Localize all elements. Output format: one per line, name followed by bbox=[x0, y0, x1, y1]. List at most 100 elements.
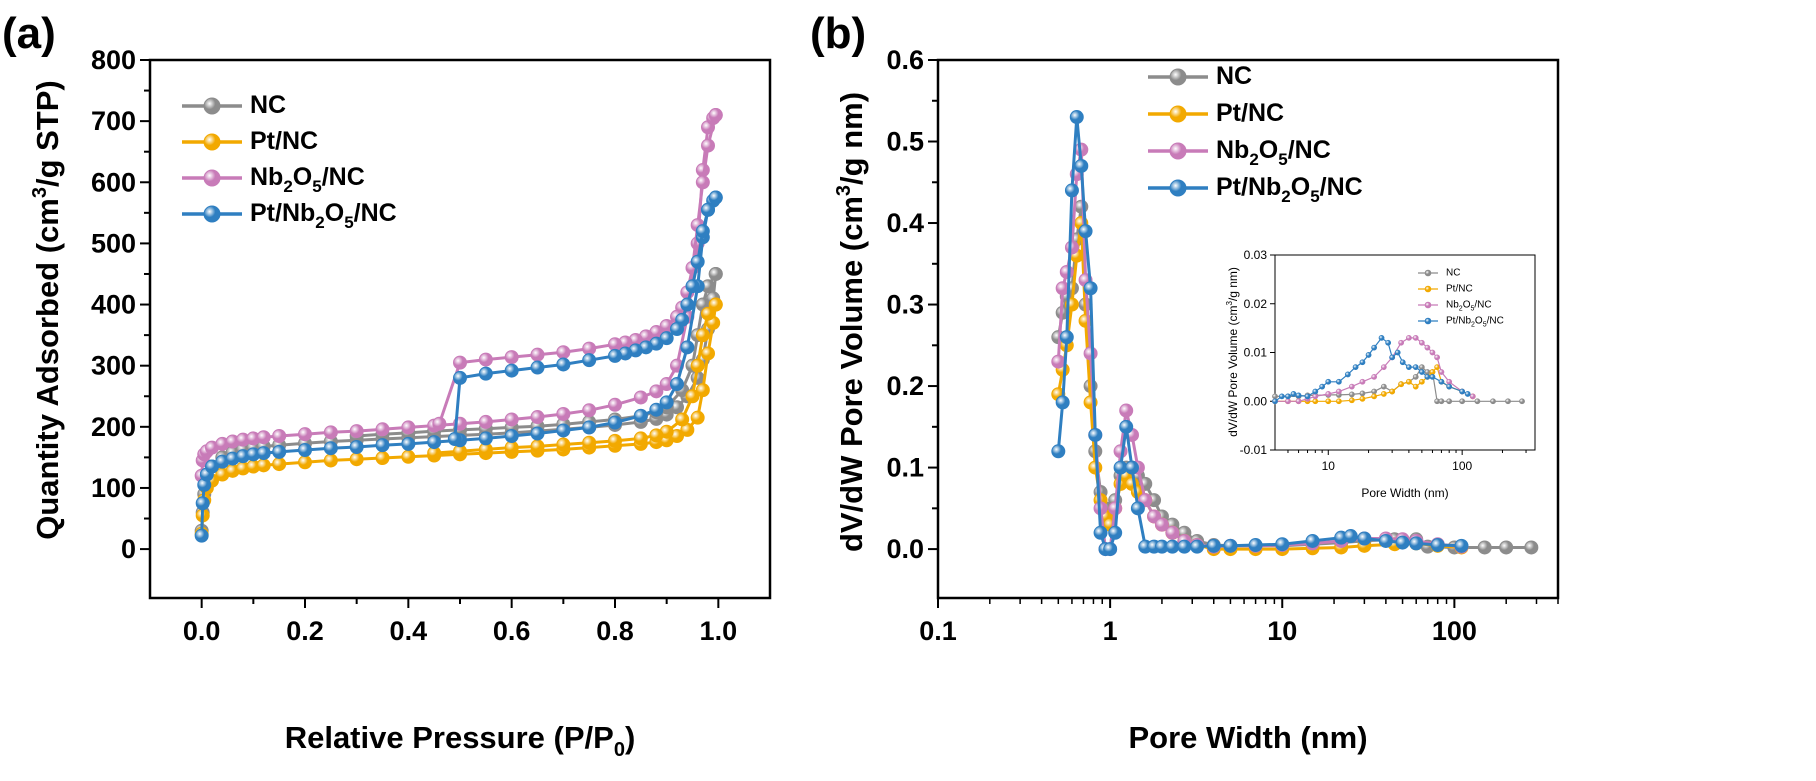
inset-legend-label-part: Pt/NC bbox=[1446, 284, 1473, 295]
inset-legend-label-part: O bbox=[1463, 300, 1471, 311]
panel-a-des-point-nb2o5-nc bbox=[608, 337, 622, 352]
inset-point-pt-nb2o5-nc bbox=[1352, 364, 1359, 371]
panel-a-legend-label-part: NC bbox=[250, 91, 286, 119]
panel-a-ads-point-nb2o5-nc bbox=[349, 424, 364, 439]
panel-a-ads-point-pt-nb2o5-nc bbox=[272, 444, 287, 459]
panel-a-des-point-pt-nb2o5-nc bbox=[701, 202, 715, 217]
panel-b-ylabel-sup: 3 bbox=[833, 185, 855, 196]
panel-b-ticks: 0.1 1 10 100 0.0 0.1 0.2 0.3 0.4 0.5 0.6 bbox=[886, 45, 1559, 646]
inset-x-tick-label: 10 bbox=[1322, 459, 1336, 473]
inset-legend-label-pt-nc: Pt/NC bbox=[1446, 284, 1473, 295]
panel-a-des-point-pt-nc bbox=[649, 428, 664, 443]
panel-b-point-pt-nb2o5-nc bbox=[1051, 444, 1066, 459]
inset-point-pt-nb2o5-nc bbox=[1295, 392, 1302, 399]
panel-b-point-pt-nb2o5-nc bbox=[1409, 536, 1424, 551]
panel-b-y-tick-label: 0.5 bbox=[886, 127, 924, 157]
inset-point-pt-nc bbox=[1389, 388, 1396, 395]
panel-a-plot bbox=[194, 108, 723, 543]
panel-a-ads-point-nb2o5-nc bbox=[530, 410, 545, 425]
inset-point-pt-nc bbox=[1348, 397, 1355, 404]
inset-legend-label-part: /NC bbox=[1474, 300, 1491, 311]
inset-ylabel-sup: 3 bbox=[1225, 301, 1234, 306]
panel-a-legend-marker-nb2o5-nc bbox=[203, 169, 221, 187]
inset-point-nc bbox=[1412, 373, 1419, 380]
panel-b-point-pt-nb2o5-nc bbox=[1343, 529, 1358, 544]
inset-point-nb2o5-nc bbox=[1434, 354, 1441, 361]
inset-point-pt-nb2o5-nc bbox=[1359, 359, 1366, 366]
inset-point-nc bbox=[1438, 398, 1445, 405]
panel-a-des-point-nb2o5-nc bbox=[504, 350, 519, 365]
panel-a-des-point-nb2o5-nc bbox=[701, 138, 715, 153]
inset-point-pt-nc bbox=[1405, 378, 1412, 385]
panel-b-legend-label-part: O bbox=[1291, 173, 1310, 201]
panel-b-x-tick-label: 100 bbox=[1432, 616, 1477, 646]
panel-b-legend-label-nb2o5-nc: Nb2O5/NC bbox=[1216, 136, 1331, 169]
panel-a-legend-label-part: Pt/Nb bbox=[250, 199, 315, 227]
inset-point-nc bbox=[1446, 398, 1453, 405]
panel-b-y-tick-label: 0.4 bbox=[886, 208, 924, 238]
panel-a-x-tick-label: 0.4 bbox=[390, 616, 428, 646]
panel-b-label: (b) bbox=[810, 9, 866, 58]
panel-a-ads-point-pt-nc bbox=[323, 453, 338, 468]
panel-b-frame bbox=[936, 58, 1560, 600]
panel-b-point-pt-nb2o5-nc bbox=[1069, 110, 1084, 125]
inset-x-tick-label: 100 bbox=[1452, 459, 1472, 473]
panel-a-series-nb2o5-nc bbox=[194, 108, 723, 483]
panel-b-y-tick-label: 0.3 bbox=[886, 290, 924, 320]
inset-legend-label-part: 2 bbox=[1471, 321, 1475, 328]
inset-point-pt-nb2o5-nc bbox=[1304, 393, 1311, 400]
panel-b-point-nb2o5-nc bbox=[1059, 264, 1074, 279]
panel-b-point-pt-nb2o5-nc bbox=[1103, 542, 1118, 557]
inset-point-nb2o5-nc bbox=[1418, 339, 1425, 346]
panel-a-legend-label-part: 2 bbox=[315, 213, 324, 232]
panel-a-des-point-pt-nb2o5-nc bbox=[708, 190, 723, 205]
panel-b-point-pt-nb2o5-nc bbox=[1108, 525, 1123, 540]
panel-a-ads-point-pt-nc bbox=[349, 452, 364, 467]
panel-a-des-point-pt-nb2o5-nc bbox=[504, 363, 519, 378]
panel-b-point-nb2o5-nc bbox=[1119, 403, 1134, 418]
inset-point-pt-nb2o5-nc bbox=[1394, 349, 1401, 356]
inset-legend-marker-pt-nc bbox=[1424, 285, 1432, 293]
panel-a-des-point-pt-nb2o5-nc bbox=[680, 297, 695, 312]
panel-a-des-point-nb2o5-nc bbox=[582, 341, 597, 356]
panel-b-point-pt-nb2o5-nc bbox=[1357, 531, 1372, 546]
panel-a-ads-point-nb2o5-nc bbox=[633, 390, 648, 405]
panel-a-ads-point-nb2o5-nc bbox=[478, 414, 493, 429]
panel-a-des-point-pt-nb2o5-nc bbox=[695, 224, 710, 239]
panel-a-x-tick-label: 0.6 bbox=[493, 616, 531, 646]
panel-b-point-pt-nb2o5-nc bbox=[1093, 525, 1108, 540]
panel-a-ads-point-nb2o5-nc bbox=[256, 430, 271, 445]
inset-series-pt-nb2o5-nc bbox=[1272, 334, 1471, 405]
panel-a-xlabel-sub: 0 bbox=[614, 739, 625, 761]
inset-point-nc bbox=[1418, 364, 1425, 371]
panel-b-point-pt-nb2o5-nc bbox=[1055, 395, 1070, 410]
inset-point-pt-nc bbox=[1398, 381, 1405, 388]
panel-a-des-point-pt-nb2o5-nc bbox=[670, 322, 684, 336]
panel-a-y-tick-label: 500 bbox=[91, 228, 136, 258]
inset-y-axis-label: dV/dW Pore Volume (cm3/g nm) bbox=[1225, 267, 1240, 437]
inset-legend-marker-pt-nb2o5-nc bbox=[1424, 317, 1432, 325]
panel-b-point-pt-nb2o5-nc bbox=[1305, 533, 1320, 548]
panel-a-des-point-pt-nb2o5-nc bbox=[453, 370, 467, 385]
inset-point-pt-nb2o5-nc bbox=[1429, 373, 1436, 380]
panel-b-point-nb2o5-nc bbox=[1064, 240, 1079, 255]
panel-a-ylabel-pre: Quantity Adsorbed (cm bbox=[30, 198, 65, 540]
panel-b-point-pt-nb2o5-nc bbox=[1206, 538, 1221, 553]
inset-ylabel-post: /g nm) bbox=[1226, 267, 1240, 301]
inset-point-pt-nb2o5-nc bbox=[1424, 373, 1431, 380]
panel-b: (b) 0.1 1 10 100 0.0 0.1 0.2 0.3 0.4 0.5 0.6 NC Pt/… bbox=[810, 9, 1560, 755]
panel-a-ads-point-nb2o5-nc bbox=[556, 406, 571, 421]
panel-b-point-pt-nb2o5-nc bbox=[1454, 538, 1469, 553]
panel-b-series-pt-nb2o5-nc bbox=[1051, 110, 1469, 557]
panel-a-des-point-pt-nb2o5-nc bbox=[690, 254, 705, 269]
panel-a-y-tick-label: 300 bbox=[91, 351, 136, 381]
panel-a-legend-label-part: Pt/NC bbox=[250, 127, 318, 155]
panel-a-ads-point-nb2o5-nc bbox=[504, 412, 519, 427]
inset-point-pt-nb2o5-nc bbox=[1312, 388, 1319, 395]
panel-b-ylabel-pre: dV/dW Pore Volume (cm bbox=[834, 196, 869, 552]
panel-a-ads-point-pt-nc bbox=[298, 455, 312, 470]
panel-b-point-pt-nb2o5-nc bbox=[1165, 539, 1180, 554]
inset-point-nb2o5-nc bbox=[1438, 369, 1445, 375]
